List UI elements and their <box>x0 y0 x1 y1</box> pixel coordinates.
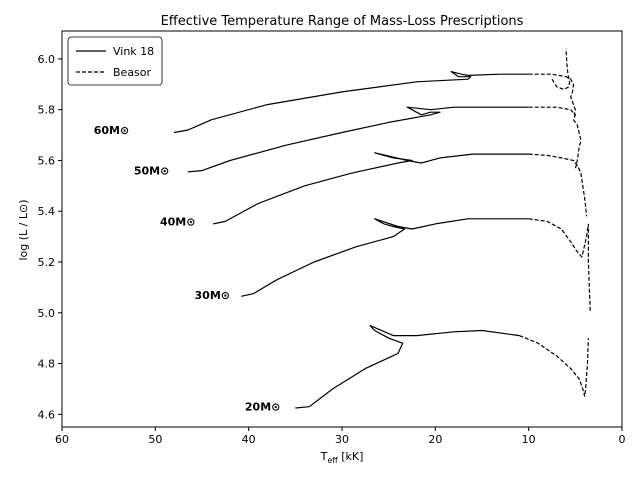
legend: Vink 18 Beasor <box>67 36 163 86</box>
track-beasor-line <box>528 73 577 118</box>
track-beasor-line <box>551 48 571 91</box>
mass-label-layer: 60M⊙ 50M⊙ 40M⊙ 30M⊙ 20M⊙ <box>94 124 281 414</box>
legend-label-beasor: Beasor <box>113 66 152 79</box>
y-tick-label: 5.6 <box>38 154 56 167</box>
x-tick-label: 50 <box>148 433 162 446</box>
x-axis-label-unit: [kK] <box>338 450 364 463</box>
mass-label: 40M⊙ <box>160 215 195 228</box>
track-vink-line <box>173 71 529 134</box>
mass-label: 50M⊙ <box>134 165 169 178</box>
x-tick-label: 10 <box>522 433 536 446</box>
plot-frame <box>61 30 623 428</box>
y-tick-label: 6.0 <box>38 53 56 66</box>
x-tick-label: 40 <box>242 433 256 446</box>
track-vink-line <box>213 152 529 225</box>
legend-box <box>67 36 163 86</box>
y-tick-label: 5.2 <box>38 256 56 269</box>
mass-label: 20M⊙ <box>245 401 280 414</box>
x-tick-label: 20 <box>428 433 442 446</box>
x-tick-label: 0 <box>619 433 626 446</box>
x-tick-label: 30 <box>335 433 349 446</box>
x-axis-label: Teff [kK] <box>320 450 364 465</box>
track-beasor-line <box>519 335 589 397</box>
track-beasor-line <box>528 218 591 313</box>
y-tick-label: 5.8 <box>38 104 56 117</box>
x-axis-label-main: T <box>320 450 328 463</box>
y-tick-label: 5.4 <box>38 205 56 218</box>
track-vink-line <box>295 324 520 409</box>
mass-label: 60M⊙ <box>94 124 129 137</box>
tick-layer: 60 50 40 30 20 10 0 4.6 4.8 5.0 5.2 5.4 5.6 5.8 6.0 <box>38 53 626 446</box>
legend-label-vink: Vink 18 <box>113 45 154 58</box>
y-tick-label: 4.8 <box>38 358 56 371</box>
track-vink-line <box>187 106 529 173</box>
track-vink-line <box>241 218 529 297</box>
x-axis-label-sub: eff <box>327 456 338 465</box>
y-tick-label: 4.6 <box>38 408 56 421</box>
y-tick-label: 5.0 <box>38 307 56 320</box>
track-beasor-line <box>528 153 588 217</box>
track-beasor-line <box>528 106 582 169</box>
x-tick-label: 60 <box>55 433 69 446</box>
mass-label: 30M⊙ <box>195 289 230 302</box>
plot-layer <box>173 48 591 409</box>
chart-title: Effective Temperature Range of Mass-Loss… <box>161 14 524 29</box>
y-axis-label: log (L / L⊙) <box>17 199 30 260</box>
